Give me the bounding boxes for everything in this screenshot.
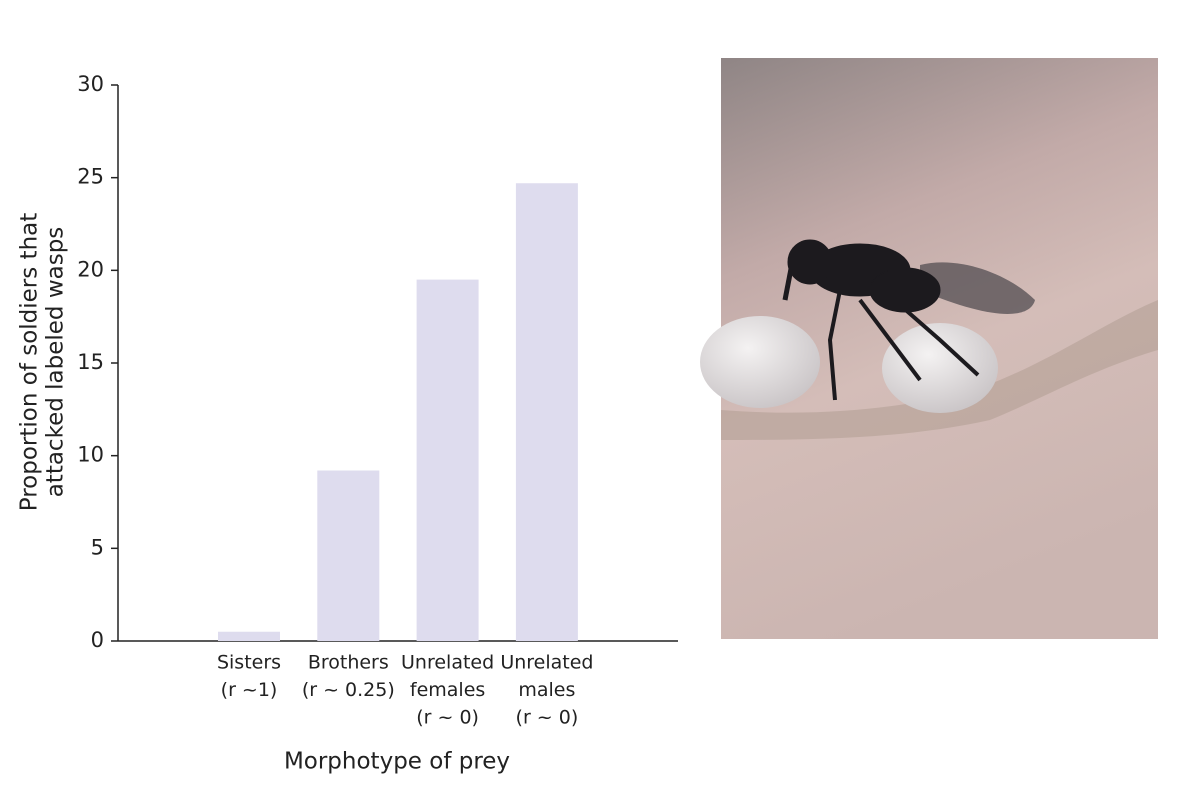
x-tick-label: Sisters (217, 652, 281, 674)
x-tick-label: males (518, 679, 575, 701)
y-tick-label: 0 (91, 628, 104, 652)
x-tick-label: (r ~1) (221, 679, 278, 701)
x-tick-label: Unrelated (500, 652, 593, 674)
y-tick-label: 5 (91, 535, 104, 559)
x-tick-label: (r ~ 0.25) (302, 679, 395, 701)
y-tick-label: 15 (77, 350, 104, 374)
photo (700, 58, 1158, 639)
x-tick-label: Brothers (308, 652, 389, 674)
y-tick-label: 10 (77, 443, 104, 467)
y-tick-label: 30 (77, 72, 104, 96)
bar (416, 279, 479, 641)
x-tick-label: females (410, 679, 485, 701)
bar (317, 470, 380, 641)
y-axis-title-line: attacked labeled wasps (43, 227, 69, 498)
x-tick-label: Unrelated (401, 652, 494, 674)
x-axis-title: Morphotype of prey (284, 749, 510, 775)
bar (218, 631, 280, 641)
y-axis-title: Proportion of soldiers that attacked lab… (17, 213, 69, 512)
x-tick-label: (r ~ 0) (516, 707, 579, 729)
bar (515, 183, 578, 641)
y-axis-title-line: Proportion of soldiers that (17, 213, 43, 512)
y-tick-label: 20 (77, 257, 104, 281)
y-tick-label: 25 (77, 165, 104, 189)
x-tick-label: (r ~ 0) (416, 707, 479, 729)
